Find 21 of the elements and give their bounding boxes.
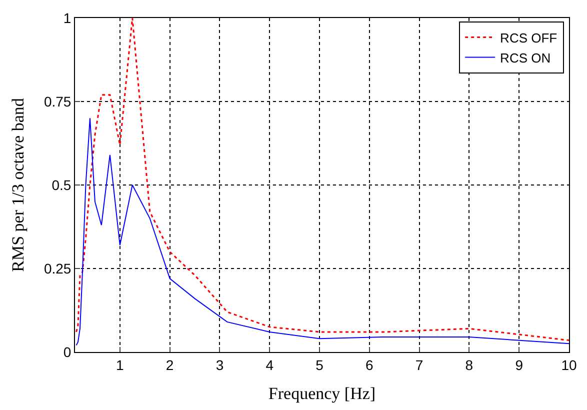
x-tick-label: 10	[561, 356, 577, 373]
x-tick-label: 6	[366, 356, 374, 373]
x-axis-title: Frequency [Hz]	[268, 384, 376, 404]
x-tick-label: 4	[266, 356, 274, 373]
y-tick-label: 0	[63, 344, 72, 360]
x-tick-label: 3	[216, 356, 224, 373]
line-series	[76, 18, 569, 342]
legend-label: RCS ON	[500, 50, 551, 66]
y-tick-label: 0.25	[44, 260, 72, 276]
line-series	[76, 118, 569, 346]
x-tick-label: 7	[415, 356, 424, 373]
y-axis-title: RMS per 1/3 octave band	[8, 98, 28, 272]
legend-label: RCS OFF	[500, 30, 558, 46]
x-tick-label: 5	[316, 356, 324, 373]
y-tick-label: 0.5	[52, 176, 72, 193]
y-tick-label: 0.75	[44, 93, 72, 110]
x-tick-label: 1	[116, 356, 124, 373]
x-tick-label: 9	[515, 356, 524, 373]
y-tick-label: 1	[63, 10, 72, 26]
x-tick-label: 2	[166, 356, 174, 373]
x-tick-label: 8	[465, 356, 474, 373]
